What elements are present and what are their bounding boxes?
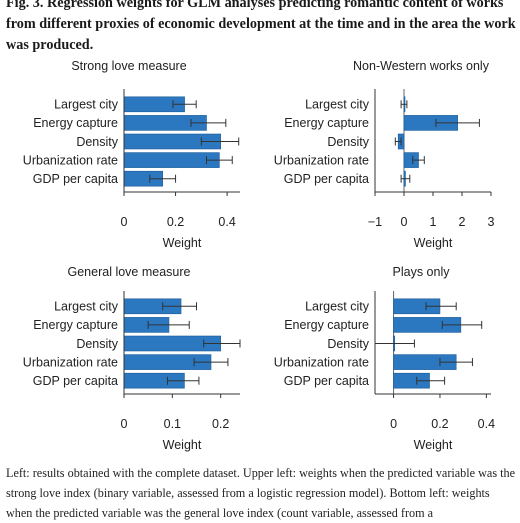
category-label: Urbanization rate [23, 355, 118, 369]
x-tick-label: 0.2 [431, 417, 448, 431]
category-label: Urbanization rate [274, 355, 369, 369]
category-label: Density [76, 135, 118, 149]
x-tick-label: 0.2 [167, 215, 184, 229]
panel-plays-only: Plays only Largest city Energy capture Dens… [274, 265, 495, 452]
panel-strong-love: Strong love measure Largest city Energy ca… [23, 59, 240, 250]
category-label: Urbanization rate [274, 153, 369, 167]
category-label: Energy capture [33, 318, 118, 332]
x-tick-label: 0.2 [212, 417, 229, 431]
description-text: Left: results obtained with the complete… [6, 466, 515, 520]
figure-caption: Fig. 3. Regression weights for GLM analy… [6, 0, 516, 53]
category-label: Density [327, 337, 369, 351]
category-label: Largest city [54, 300, 119, 314]
x-tick-label: 0 [121, 215, 128, 229]
category-label: GDP per capita [33, 374, 118, 388]
x-tick-label: 0 [121, 417, 128, 431]
x-tick-label: 0 [390, 417, 397, 431]
category-label: GDP per capita [284, 172, 369, 186]
category-label: Largest city [54, 98, 119, 112]
bar-urbanization-rate [123, 152, 220, 168]
category-label: Density [327, 135, 369, 149]
panel-non-western: Non-Western works only Largest city Energy… [274, 59, 495, 250]
category-label: Energy capture [284, 116, 369, 130]
panel-title: Non-Western works only [353, 59, 490, 73]
x-axis-label: Weight [163, 438, 202, 452]
x-tick-label: 3 [488, 215, 495, 229]
category-label: Density [76, 337, 118, 351]
category-label: Urbanization rate [23, 153, 118, 167]
x-axis-label: Weight [414, 438, 453, 452]
panel-general-love: General love measure Largest city Energy c… [23, 265, 241, 452]
x-tick-label: −1 [368, 215, 382, 229]
x-tick-label: 0.4 [478, 417, 495, 431]
x-tick-label: 1 [430, 215, 437, 229]
x-axis-label: Weight [414, 236, 453, 250]
x-tick-label: 0.4 [218, 215, 235, 229]
x-tick-label: 0.1 [164, 417, 181, 431]
panel-title: Strong love measure [71, 59, 186, 73]
x-tick-label: 2 [459, 215, 466, 229]
category-label: Largest city [305, 300, 370, 314]
category-label: Largest city [305, 98, 370, 112]
x-tick-label: 0 [401, 215, 408, 229]
panel-title: Plays only [393, 265, 451, 279]
category-label: Energy capture [284, 318, 369, 332]
category-label: GDP per capita [33, 172, 118, 186]
x-axis-label: Weight [163, 236, 202, 250]
category-label: GDP per capita [284, 374, 369, 388]
panel-title: General love measure [68, 265, 191, 279]
category-label: Energy capture [33, 116, 118, 130]
